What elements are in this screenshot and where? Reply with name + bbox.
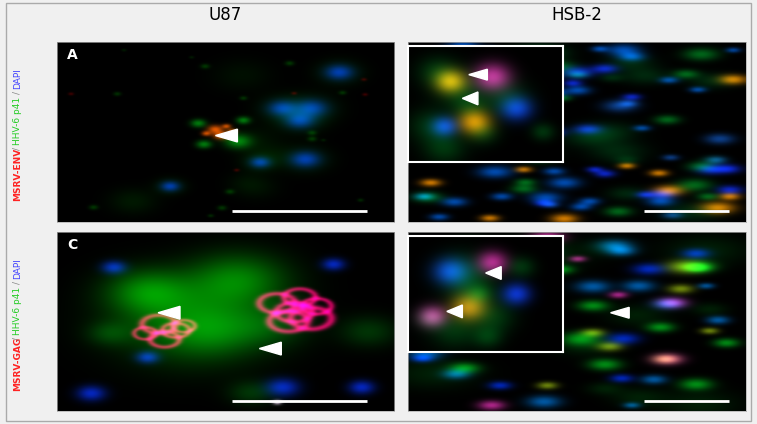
Text: C: C <box>67 237 77 251</box>
Text: HHV-6 p41: HHV-6 p41 <box>13 97 22 145</box>
Polygon shape <box>611 307 629 318</box>
Text: D: D <box>418 237 430 251</box>
Text: HHV-6 p41: HHV-6 p41 <box>13 287 22 335</box>
Polygon shape <box>260 342 282 355</box>
Text: HSB-2: HSB-2 <box>551 6 603 24</box>
Text: MSRV-ENV: MSRV-ENV <box>13 147 22 201</box>
Text: DAPI: DAPI <box>13 258 22 279</box>
Polygon shape <box>158 307 180 319</box>
Text: U87: U87 <box>209 6 242 24</box>
Text: /: / <box>13 147 22 150</box>
Text: /: / <box>13 91 22 94</box>
Text: MSRV-GAG: MSRV-GAG <box>13 337 22 391</box>
Text: /: / <box>13 337 22 340</box>
Text: B: B <box>418 48 428 62</box>
Polygon shape <box>469 69 488 80</box>
Text: /: / <box>13 281 22 284</box>
Text: DAPI: DAPI <box>13 68 22 89</box>
Polygon shape <box>216 129 238 142</box>
Text: A: A <box>67 48 78 62</box>
